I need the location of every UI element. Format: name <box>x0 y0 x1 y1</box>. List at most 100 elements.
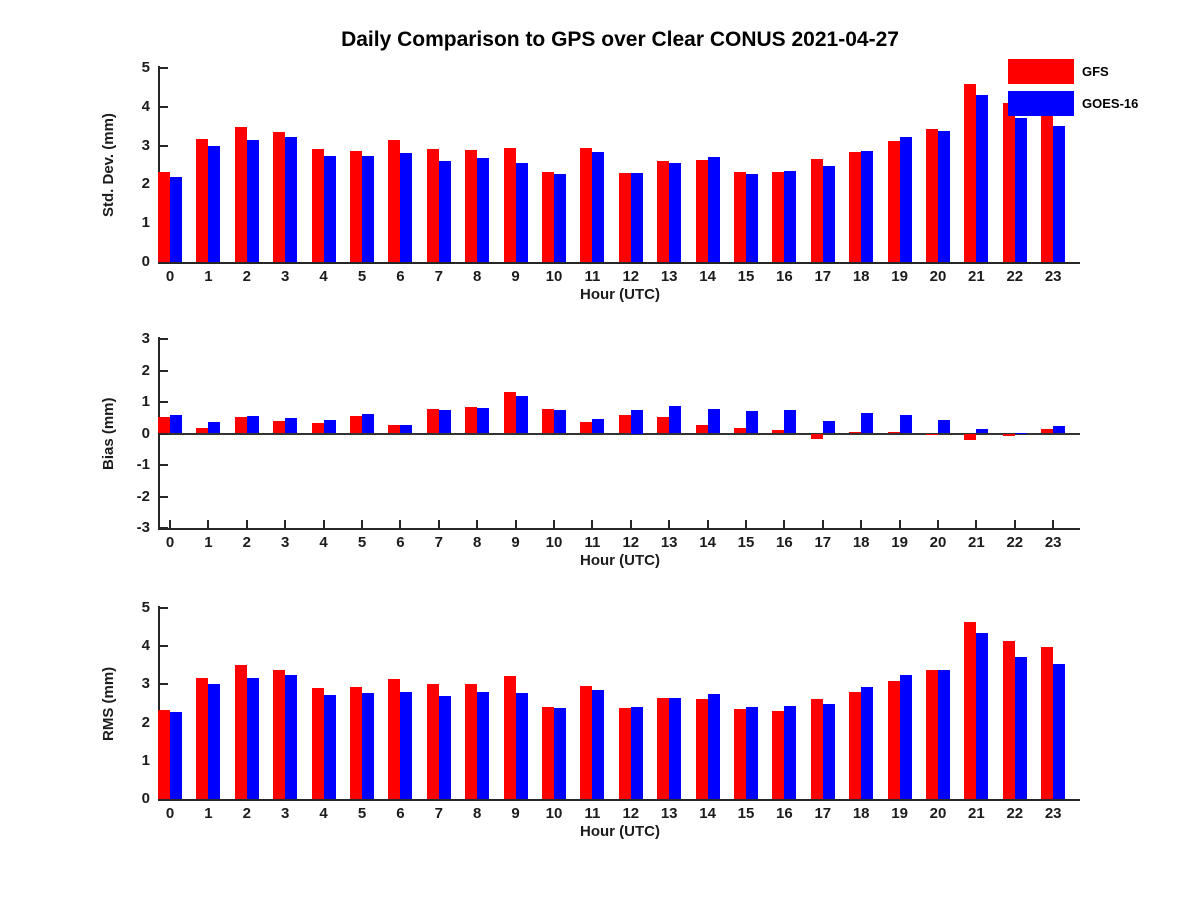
bar-bias-gfs-h15 <box>734 427 746 434</box>
x-tick-mark <box>207 520 210 528</box>
y-tick-label: 2 <box>141 175 150 193</box>
x-tick-mark <box>322 520 325 528</box>
bar-rms-gfs-h5 <box>350 687 362 799</box>
bar-std-dev-goes16-h8 <box>477 158 490 262</box>
x-tick-label: 0 <box>165 268 175 285</box>
bar-rms-gfs-h1 <box>196 677 209 799</box>
x-tick-label: 1 <box>204 534 213 551</box>
y-tick-mark <box>160 67 168 69</box>
bar-rms-gfs-h18 <box>849 692 862 799</box>
x-tick-label: 19 <box>891 805 908 822</box>
bar-std-dev-goes16-h20 <box>938 131 950 262</box>
x-tick-label: 6 <box>396 534 405 551</box>
bar-std-dev-goes16-h7 <box>438 161 451 262</box>
x-tick-label: 21 <box>968 534 985 551</box>
x-tick-label: 9 <box>511 534 520 551</box>
bar-std-dev-goes16-h6 <box>400 153 413 262</box>
x-axis-spine <box>158 528 1080 530</box>
y-tick-label: 5 <box>141 59 150 76</box>
legend-entry-gfs: GFS <box>1008 59 1138 84</box>
x-tick-label: 8 <box>473 268 482 285</box>
bar-std-dev-gfs-h7 <box>426 148 439 262</box>
x-tick-label: 3 <box>281 534 290 551</box>
x-tick-mark <box>361 520 363 528</box>
x-tick-mark <box>245 520 248 528</box>
x-tick-label: 4 <box>319 805 328 822</box>
bar-bias-gfs-h17 <box>810 433 823 439</box>
bar-bias-gfs-h21 <box>964 433 977 441</box>
bar-bias-gfs-h4 <box>311 423 324 434</box>
x-tick-label: 2 <box>242 534 251 551</box>
bar-rms-gfs-h20 <box>926 669 938 799</box>
y-tick-label: 0 <box>141 253 150 270</box>
x-tick-label: 18 <box>852 534 870 551</box>
y-tick-mark <box>160 105 168 108</box>
x-tick-label: 7 <box>434 805 443 822</box>
bar-std-dev-gfs-h0 <box>158 171 170 262</box>
x-tick-label: 22 <box>1006 268 1024 285</box>
bar-bias-goes16-h10 <box>554 409 566 434</box>
bar-bias-gfs-h11 <box>580 421 593 434</box>
x-tick-label: 7 <box>434 534 443 551</box>
x-tick-label: 20 <box>929 805 947 822</box>
bar-std-dev-gfs-h2 <box>234 127 247 262</box>
bar-bias-gfs-h9 <box>503 391 516 434</box>
x-tick-label: 15 <box>737 805 755 822</box>
bar-std-dev-gfs-h9 <box>503 147 516 262</box>
x-tick-label: 9 <box>511 268 520 285</box>
bar-rms-gfs-h19 <box>887 681 900 799</box>
bar-rms-goes16-h14 <box>707 693 720 799</box>
x-tick-label: 14 <box>699 268 716 285</box>
bar-rms-goes16-h10 <box>554 708 566 799</box>
y-tick-mark <box>160 338 168 340</box>
y-tick-label: 1 <box>141 751 150 769</box>
bar-bias-goes16-h9 <box>515 396 528 434</box>
x-tick-label: 20 <box>929 268 947 285</box>
bar-bias-goes16-h13 <box>669 406 682 434</box>
bar-bias-gfs-h12 <box>618 414 631 434</box>
x-tick-mark <box>783 520 786 528</box>
x-tick-mark <box>629 520 632 528</box>
bar-bias-goes16-h2 <box>246 415 259 434</box>
x-tick-label: 11 <box>584 805 601 822</box>
y-tick-label: -1 <box>136 456 150 473</box>
x-tick-label: 22 <box>1006 805 1024 822</box>
bar-rms-goes16-h0 <box>170 711 182 799</box>
x-tick-mark <box>1013 520 1016 528</box>
bar-std-dev-gfs-h8 <box>465 150 478 262</box>
x-tick-label: 6 <box>396 805 405 822</box>
bar-bias-goes16-h20 <box>938 419 950 434</box>
bar-bias-goes16-h22 <box>1014 432 1027 434</box>
bar-bias-gfs-h6 <box>388 424 401 434</box>
bar-std-dev-gfs-h14 <box>695 160 708 262</box>
x-tick-mark <box>514 520 517 528</box>
bar-rms-gfs-h10 <box>542 706 554 799</box>
bar-std-dev-goes16-h12 <box>630 173 643 262</box>
x-tick-label: 19 <box>891 268 908 285</box>
x-tick-label: 4 <box>319 534 328 551</box>
bar-std-dev-gfs-h5 <box>350 150 362 262</box>
bar-bias-goes16-h17 <box>822 420 835 434</box>
bar-bias-gfs-h18 <box>849 431 862 434</box>
bar-rms-gfs-h16 <box>772 711 785 799</box>
y-tick-mark <box>160 527 168 529</box>
x-tick-label: 4 <box>319 268 328 285</box>
stddev-x-axis-label: Hour (UTC) <box>580 286 660 303</box>
x-tick-mark <box>937 520 939 528</box>
x-tick-label: 8 <box>473 534 482 551</box>
goes16-color-swatch-icon <box>1008 91 1074 116</box>
bar-rms-goes16-h5 <box>362 693 374 799</box>
x-tick-label: 13 <box>660 534 678 551</box>
y-axis-spine <box>158 606 160 801</box>
rms-x-axis-label: Hour (UTC) <box>580 823 660 840</box>
y-tick-label: -2 <box>136 487 150 505</box>
x-tick-mark <box>591 520 594 528</box>
bar-rms-gfs-h7 <box>426 684 439 799</box>
bar-std-dev-gfs-h12 <box>618 173 631 262</box>
x-tick-label: 8 <box>473 805 482 822</box>
x-tick-label: 0 <box>165 805 175 822</box>
bar-std-dev-goes16-h4 <box>323 156 336 262</box>
y-tick-mark <box>160 645 168 648</box>
bar-rms-goes16-h16 <box>784 706 797 799</box>
